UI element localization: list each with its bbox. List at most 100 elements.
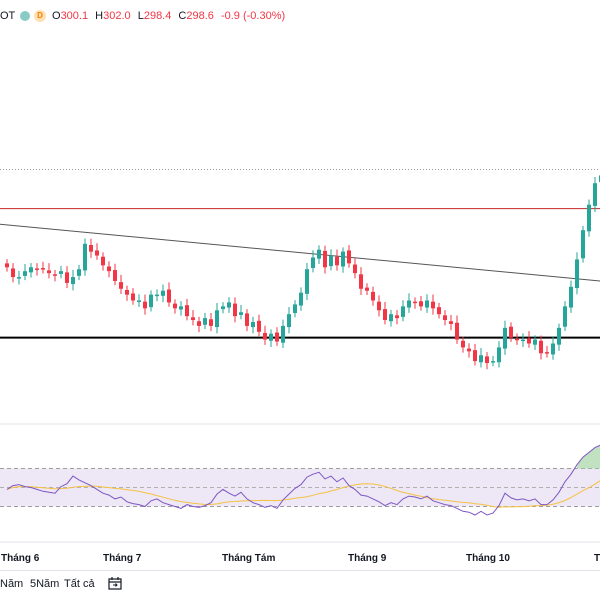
candle[interactable] — [407, 300, 411, 308]
candle[interactable] — [5, 263, 9, 268]
chart-area[interactable]: Tháng 6 Tháng 7 Tháng Tám Tháng 9 Tháng … — [0, 0, 600, 570]
candle[interactable] — [209, 319, 213, 326]
range-all-button[interactable]: Tất cả — [64, 578, 95, 590]
candle[interactable] — [425, 300, 429, 308]
time-axis[interactable]: Tháng 6 Tháng 7 Tháng Tám Tháng 9 Tháng … — [0, 541, 600, 564]
candle[interactable] — [83, 243, 87, 271]
candle[interactable] — [545, 352, 549, 354]
candle[interactable] — [395, 315, 399, 319]
candle[interactable] — [353, 264, 357, 274]
candle[interactable] — [143, 301, 147, 309]
candle[interactable] — [449, 321, 453, 324]
candle[interactable] — [323, 250, 327, 268]
candle[interactable] — [155, 294, 159, 297]
candle[interactable] — [131, 293, 135, 301]
candle[interactable] — [227, 302, 231, 308]
rsi-pane[interactable] — [0, 423, 600, 516]
candle[interactable] — [515, 338, 519, 341]
candle[interactable] — [473, 350, 477, 362]
candle[interactable] — [479, 355, 483, 363]
candle[interactable] — [71, 277, 75, 285]
candle[interactable] — [311, 257, 315, 269]
candle[interactable] — [341, 251, 345, 267]
candle[interactable] — [191, 317, 195, 321]
candle[interactable] — [89, 244, 93, 252]
candle[interactable] — [59, 271, 63, 274]
candle[interactable] — [287, 314, 291, 328]
candle[interactable] — [215, 310, 219, 328]
candle[interactable] — [23, 271, 27, 276]
candle[interactable] — [101, 256, 105, 266]
candle[interactable] — [587, 204, 591, 232]
candle[interactable] — [299, 292, 303, 306]
range-5y-button[interactable]: 5Năm — [30, 578, 60, 590]
candle[interactable] — [269, 333, 273, 341]
candle[interactable] — [569, 286, 573, 308]
candle[interactable] — [17, 277, 21, 279]
candle[interactable] — [203, 318, 207, 325]
candle[interactable] — [377, 301, 381, 311]
candle[interactable] — [53, 274, 57, 276]
candle[interactable] — [347, 250, 351, 264]
candle[interactable] — [437, 307, 441, 315]
candle[interactable] — [41, 268, 45, 270]
candle[interactable] — [47, 270, 51, 274]
symbol-name[interactable]: OT — [0, 10, 16, 22]
candle[interactable] — [137, 300, 141, 303]
candle[interactable] — [503, 327, 507, 349]
trend-line[interactable] — [0, 223, 600, 282]
candle[interactable] — [149, 294, 153, 308]
candle[interactable] — [533, 339, 537, 345]
candle[interactable] — [527, 338, 531, 344]
candle[interactable] — [29, 267, 33, 273]
candle[interactable] — [257, 320, 261, 332]
candle[interactable] — [239, 312, 243, 315]
candle[interactable] — [197, 321, 201, 326]
candle[interactable] — [113, 270, 117, 281]
candle[interactable] — [179, 306, 183, 310]
candle[interactable] — [593, 183, 597, 206]
candle[interactable] — [11, 268, 15, 278]
candle[interactable] — [293, 304, 297, 314]
candle[interactable] — [401, 306, 405, 317]
candle[interactable] — [581, 230, 585, 259]
candle[interactable] — [557, 327, 561, 345]
candle[interactable] — [173, 303, 177, 309]
candle[interactable] — [77, 269, 81, 276]
candle[interactable] — [167, 289, 171, 303]
candle[interactable] — [65, 272, 69, 283]
candle[interactable] — [461, 340, 465, 348]
candle[interactable] — [491, 361, 495, 363]
candle[interactable] — [509, 326, 513, 338]
candle[interactable] — [95, 250, 99, 256]
candle[interactable] — [467, 348, 471, 352]
candle[interactable] — [389, 314, 393, 322]
range-1y-button[interactable]: Năm — [0, 578, 24, 590]
candle[interactable] — [521, 339, 525, 342]
candle[interactable] — [335, 256, 339, 266]
candle[interactable] — [365, 287, 369, 291]
candle[interactable] — [221, 306, 225, 310]
candle[interactable] — [383, 309, 387, 321]
candle[interactable] — [317, 249, 321, 259]
candle[interactable] — [251, 322, 255, 328]
candle[interactable] — [107, 266, 111, 272]
candle[interactable] — [551, 343, 555, 355]
candle[interactable] — [371, 291, 375, 301]
candle[interactable] — [245, 313, 249, 326]
candle[interactable] — [161, 290, 165, 296]
candle[interactable] — [305, 269, 309, 294]
candle[interactable] — [185, 305, 189, 317]
candle[interactable] — [431, 301, 435, 309]
candle[interactable] — [359, 274, 363, 289]
candle[interactable] — [275, 332, 279, 342]
candle[interactable] — [119, 282, 123, 289]
price-pane[interactable] — [0, 168, 600, 370]
candle[interactable] — [497, 347, 501, 363]
candle[interactable] — [443, 315, 447, 321]
candle[interactable] — [125, 289, 129, 295]
candle[interactable] — [539, 340, 543, 354]
candle[interactable] — [455, 322, 459, 340]
candle[interactable] — [329, 255, 333, 267]
timeframe-badge[interactable]: D — [34, 10, 46, 22]
